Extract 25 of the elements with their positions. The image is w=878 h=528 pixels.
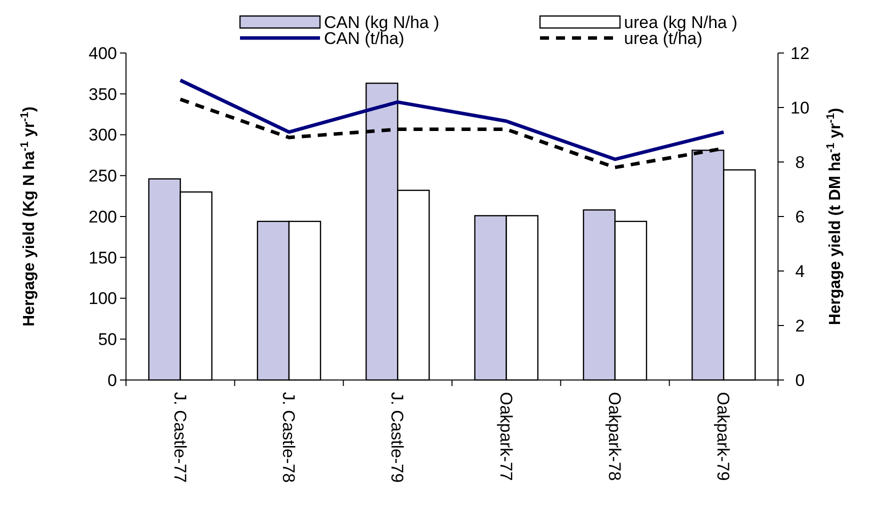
line-series — [178, 78, 726, 162]
y2-tick-label: 2 — [795, 316, 805, 336]
y-tick-label: 50 — [98, 330, 117, 350]
y-tick-label: 150 — [88, 248, 117, 268]
y2-tick-label: 0 — [795, 370, 805, 390]
y-tick-label: 350 — [88, 84, 117, 104]
y-tick-label: 100 — [88, 289, 117, 308]
y2-tick-label: 4 — [795, 262, 805, 281]
x-tick-label: Oakpark-77 — [496, 392, 516, 481]
y-tick-label: 0 — [108, 370, 117, 390]
x-tick-label: J. Castle-77 — [170, 392, 190, 483]
y-tick-label: 400 — [88, 44, 117, 63]
legend-label: urea (kg N/ha ) — [624, 13, 738, 32]
x-tick-label: Oakpark-79 — [714, 392, 733, 481]
y-tick-label: 250 — [88, 166, 117, 186]
x-tick-label: J. Castle-79 — [388, 392, 407, 483]
y2-tick-label: 12 — [790, 44, 810, 63]
y-tick-label: 300 — [88, 126, 117, 145]
x-tick-label: J. Castle-78 — [279, 392, 298, 483]
y2-tick-label: 8 — [795, 152, 805, 172]
y-tick-label: 200 — [88, 207, 117, 226]
y2-tick-label: 6 — [795, 207, 805, 226]
y2-tick-label: 10 — [790, 98, 810, 118]
legend-label: CAN (kg N/ha ) — [324, 13, 440, 32]
x-tick-label: Oakpark-78 — [605, 392, 624, 481]
